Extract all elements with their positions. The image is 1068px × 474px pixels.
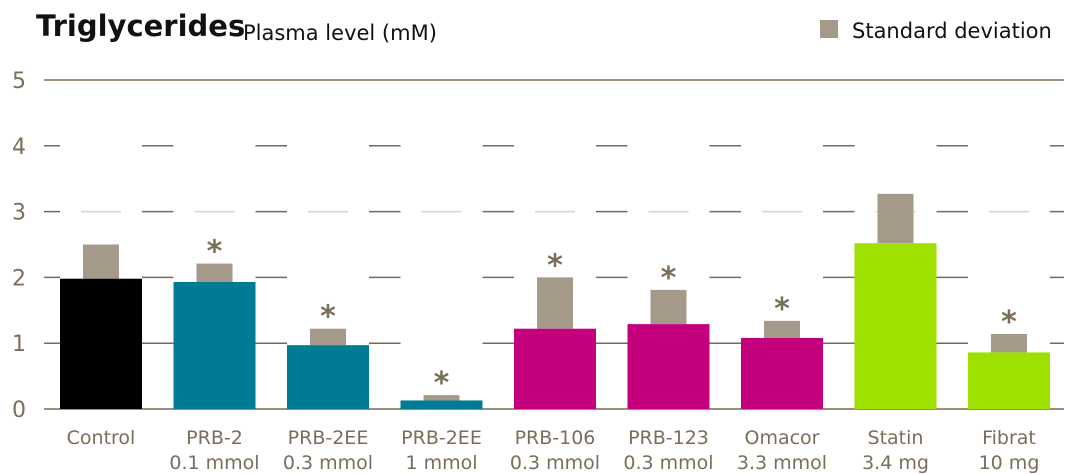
std-dev-bar xyxy=(650,289,687,325)
y-tick-label: 3 xyxy=(12,201,26,226)
significance-marker: * xyxy=(320,300,336,335)
y-axis-ticks: 0 1 2 3 4 5 xyxy=(12,69,26,423)
x-tick-label: PRB-2EE xyxy=(401,427,482,449)
y-tick-label: 4 xyxy=(12,135,26,160)
x-tick-label: Omacor xyxy=(745,427,820,449)
x-tick-label: PRB-2 xyxy=(186,427,243,449)
bar xyxy=(287,345,369,409)
bar xyxy=(173,282,256,409)
chart-title: Triglycerides xyxy=(36,9,245,43)
legend-swatch xyxy=(820,20,838,38)
x-tick-sublabel: 3.3 mmol xyxy=(737,452,827,474)
y-tick-label: 2 xyxy=(12,266,26,291)
bar xyxy=(627,324,710,409)
x-tick-sublabel: 0.3 mmol xyxy=(283,452,373,474)
x-tick-label: Statin xyxy=(868,427,924,449)
bar xyxy=(60,278,142,409)
y-tick-label: 0 xyxy=(12,398,26,423)
x-tick-sublabel: 0.1 mmol xyxy=(169,452,259,474)
significance-marker: * xyxy=(547,248,563,283)
x-tick-sublabel: 0.3 mmol xyxy=(623,452,713,474)
bar xyxy=(968,352,1050,409)
bars: * * * * * * * xyxy=(60,81,1050,409)
x-tick-sublabel: 1 mmol xyxy=(405,452,477,474)
std-dev-bar xyxy=(537,277,573,329)
x-tick-sublabel: 3.4 mg xyxy=(862,452,929,474)
y-tick-label: 1 xyxy=(12,332,26,357)
significance-marker: * xyxy=(207,235,223,270)
bar xyxy=(400,400,483,409)
x-tick-sublabel: 0.3 mmol xyxy=(510,452,600,474)
x-tick-label: PRB-123 xyxy=(628,427,709,449)
x-tick-label: Fibrat xyxy=(982,427,1036,449)
x-tick-label: PRB-2EE xyxy=(288,427,369,449)
std-dev-bar xyxy=(764,320,800,338)
y-tick-label: 5 xyxy=(12,69,26,94)
x-tick-label: PRB-106 xyxy=(515,427,596,449)
legend-label: Standard deviation xyxy=(852,19,1052,43)
x-axis-labels: Control PRB-2 0.1 mmol PRB-2EE 0.3 mmol PRB-2… xyxy=(67,427,1040,474)
std-dev-bar xyxy=(310,328,346,346)
significance-marker: * xyxy=(434,366,450,401)
std-dev-bar xyxy=(991,333,1027,353)
significance-marker: * xyxy=(774,292,790,327)
x-tick-label: Control xyxy=(67,427,136,449)
bar-gap xyxy=(400,81,483,408)
significance-marker: * xyxy=(661,261,677,296)
std-dev-bar xyxy=(83,244,119,279)
std-dev-bar xyxy=(423,395,460,401)
chart-subtitle: Plasma level (mM) xyxy=(243,21,437,45)
std-dev-bar xyxy=(877,193,914,244)
bar xyxy=(741,337,823,409)
bar xyxy=(854,243,937,409)
x-tick-sublabel: 10 mg xyxy=(979,452,1040,474)
std-dev-bar xyxy=(196,263,233,283)
significance-marker: * xyxy=(1001,305,1017,340)
bar xyxy=(514,328,596,409)
